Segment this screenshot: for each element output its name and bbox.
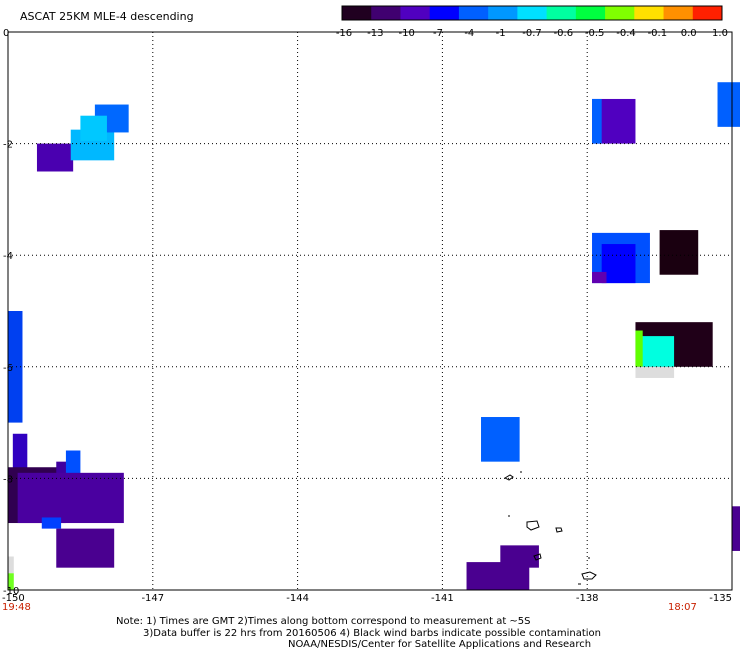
data-cell <box>659 230 699 275</box>
colorbar-swatch <box>692 6 723 20</box>
colorbar-label: -1 <box>496 28 506 39</box>
y-tick-label: -8 <box>3 474 13 485</box>
data-cell <box>80 115 107 141</box>
colorbar-label: -0.5 <box>585 28 605 39</box>
colorbar-label: 0.0 <box>681 28 697 39</box>
time-label-right: 18:07 <box>668 602 697 613</box>
colorbar-label: -0.6 <box>554 28 574 39</box>
colorbar-swatch <box>488 6 518 20</box>
note-line-1: Note: 1) Times are GMT 2)Times along bot… <box>116 616 531 627</box>
y-tick-label: -10 <box>3 586 19 597</box>
data-cell <box>635 366 675 378</box>
y-tick-label: -4 <box>3 251 13 262</box>
time-label-left: 19:48 <box>2 602 31 613</box>
island-outline <box>533 553 542 561</box>
colorbar-swatch <box>605 6 635 20</box>
data-cell <box>592 98 602 144</box>
colorbar-label: -7 <box>433 28 443 39</box>
island-outline <box>581 571 597 580</box>
data-cell <box>717 82 740 127</box>
colorbar-label: -0.4 <box>616 28 636 39</box>
data-cell <box>56 528 115 568</box>
colorbar-label: -0.1 <box>648 28 668 39</box>
x-tick-label: -150 <box>2 593 25 604</box>
y-tick-label: -2 <box>3 140 13 151</box>
island-outline <box>503 474 514 481</box>
note-line-2: 3)Data buffer is 22 hrs from 20160506 4)… <box>143 628 601 639</box>
colorbar-label: -0.7 <box>522 28 542 39</box>
colorbar-swatch <box>517 6 548 20</box>
data-cell <box>8 573 14 590</box>
island-outline <box>508 515 590 585</box>
colorbar-label: -13 <box>367 28 383 39</box>
y-tick-labels: 0 -2 -4 -6 -8 -10 <box>3 28 19 597</box>
colorbar-swatch <box>634 6 665 20</box>
island-outline <box>526 520 540 531</box>
island-outline <box>555 527 563 533</box>
data-cell <box>732 506 740 551</box>
data-cell <box>36 143 74 172</box>
x-tick-label: -144 <box>286 593 309 604</box>
map-title: ASCAT 25KM MLE-4 descending <box>20 10 194 23</box>
data-cell <box>500 545 539 568</box>
x-tick-label: -147 <box>141 593 164 604</box>
x-tick-label: -138 <box>576 593 599 604</box>
data-cell <box>635 330 643 367</box>
colorbar-swatch <box>575 6 606 20</box>
colorbar-frame <box>341 5 723 21</box>
note-line-3: NOAA/NESDIS/Center for Satellite Applica… <box>288 639 592 650</box>
data-cell <box>8 311 23 423</box>
colorbar-label: -10 <box>398 28 414 39</box>
data-cell <box>601 244 636 284</box>
colorbar-swatch <box>400 6 431 20</box>
data-cell <box>592 271 607 284</box>
data-cell <box>481 417 520 462</box>
data-cell <box>17 472 124 524</box>
colorbar-swatch <box>663 6 694 20</box>
plot-frame <box>7 31 733 591</box>
island-outlines <box>503 471 597 585</box>
gridlines <box>8 32 732 590</box>
y-tick-label: -6 <box>3 363 13 374</box>
y-tick-label: 0 <box>3 28 9 39</box>
colorbar-swatch <box>546 6 577 20</box>
colorbar-label: 1.0 <box>712 28 728 39</box>
colorbar-swatch <box>342 6 372 20</box>
colorbar-swatch <box>371 6 401 20</box>
data-cells <box>8 82 740 590</box>
colorbar-label: -16 <box>336 28 352 39</box>
colorbar-swatch <box>429 6 460 20</box>
x-tick-label: -141 <box>431 593 454 604</box>
colorbar-labels: -16 -13 -10 -7 -4 -1 -0.7 -0.6 -0.5 -0.4 -0.1 0.0 1.… <box>336 28 728 39</box>
colorbar-swatch <box>458 6 489 20</box>
data-cell <box>41 517 62 529</box>
x-tick-labels: -150 -147 -144 -141 -138 -135 <box>2 593 732 604</box>
colorbar <box>341 5 723 21</box>
data-cell <box>8 556 14 574</box>
data-cell <box>640 336 675 367</box>
x-tick-label: -135 <box>709 593 732 604</box>
colorbar-label: -4 <box>464 28 474 39</box>
data-cell <box>65 450 81 479</box>
